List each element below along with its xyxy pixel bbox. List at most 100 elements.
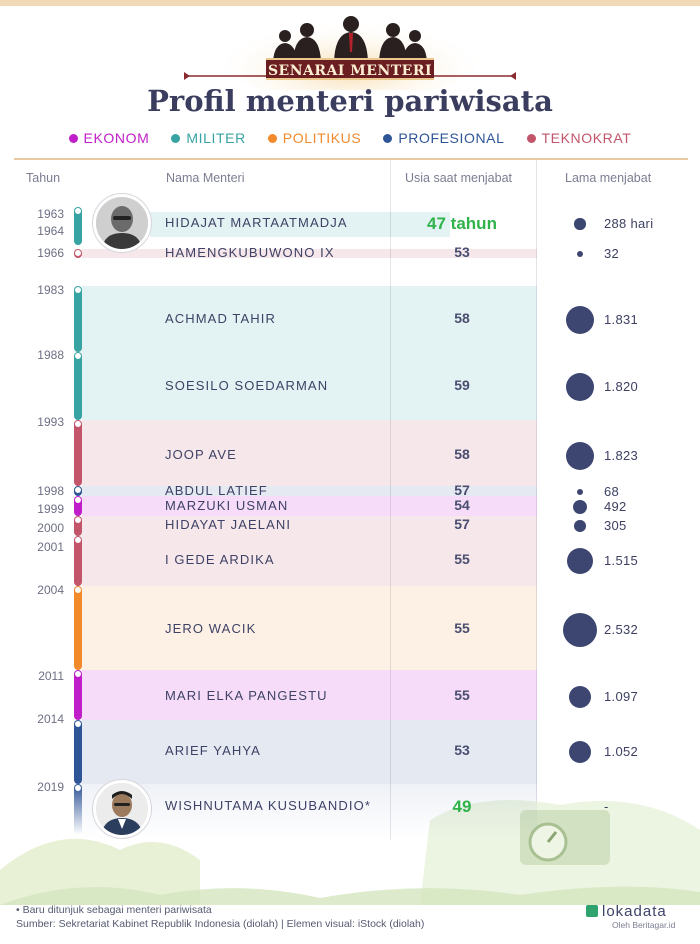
tenure-label: 288 hari [604, 216, 654, 231]
timeline-segment [74, 670, 82, 720]
minister-name: JOOP AVE [165, 447, 237, 462]
minister-name: I GEDE ARDIKA [165, 552, 275, 567]
minister-age: 47 tahun [427, 214, 497, 233]
column-header-year: Tahun [26, 171, 61, 185]
minister-name: JERO WACIK [165, 621, 257, 636]
minister-table: 1963 1964 1966 1983 1988 1993 1998 1999 2000 2001… [37, 207, 654, 840]
minister-name: HIDAYAT JAELANI [165, 517, 292, 532]
category-band [82, 286, 537, 352]
legend-dot-icon [171, 133, 181, 143]
timeline-segment [74, 496, 82, 516]
category-band [82, 670, 537, 720]
category-band [82, 496, 537, 516]
timeline-segment [74, 420, 82, 486]
category-band [82, 784, 537, 840]
legend-item-politikus: POLITIKUS [267, 130, 362, 146]
year-label: 1993 [37, 415, 64, 429]
timeline-node [75, 517, 81, 523]
timeline-node [75, 785, 81, 791]
year-label: 1966 [37, 246, 64, 260]
tenure-bubble [566, 547, 594, 575]
category-band [82, 352, 537, 420]
tenure-bubble [569, 741, 591, 763]
tenure-bubble [577, 489, 583, 495]
tenure-label: 1.052 [604, 744, 639, 759]
category-band [82, 536, 537, 586]
tenure-bubble [572, 499, 588, 515]
tenure-label: 1.515 [604, 553, 639, 568]
tenure-bubble [565, 305, 595, 335]
legend-item-profesional: PROFESIONAL [383, 130, 504, 146]
year-label: 2011 [38, 669, 64, 683]
legend-item-ekonom: EKONOM [68, 130, 150, 146]
timeline-node [75, 353, 81, 359]
minister-age: 53 [454, 742, 470, 758]
tenure-label: - [604, 799, 609, 814]
column-separator [536, 160, 537, 840]
minister-name: ARIEF YAHYA [165, 743, 261, 758]
category-band [82, 249, 537, 258]
timeline-node [75, 421, 81, 427]
year-label: 1999 [37, 502, 64, 516]
minister-name: HAMENGKUBUWONO IX [165, 245, 335, 260]
tenure-bubble [574, 218, 586, 230]
tenure-bubble [563, 613, 597, 647]
year-label: 1963 [37, 207, 64, 221]
category-band [82, 486, 537, 496]
timeline-segment [74, 536, 82, 586]
minister-name: HIDAJAT MARTAATMADJA [165, 215, 348, 230]
timeline-segment [74, 286, 82, 352]
minister-photo-hidajat [93, 194, 151, 252]
minister-name: ACHMAD TAHIR [165, 311, 276, 326]
brand-logo: lokadata [586, 903, 667, 920]
header-illustration: SENARAI MENTERI [0, 0, 700, 90]
timeline-node [75, 537, 81, 543]
legend-dot-icon [267, 133, 277, 143]
legend: EKONOM MILITER POLITIKUS PROFESIONAL TEK… [0, 130, 700, 146]
legend-item-teknokrat: TEKNOKRAT [526, 130, 632, 146]
timeline-node [75, 671, 81, 677]
year-label: 1964 [37, 224, 64, 238]
legend-label: MILITER [186, 130, 246, 146]
tenure-bubble [565, 372, 595, 402]
legend-label: EKONOM [83, 130, 150, 146]
timeline-segment [74, 207, 82, 245]
timeline-node [75, 497, 81, 503]
minister-name: MARI ELKA PANGESTU [165, 688, 328, 703]
year-label: 1988 [37, 348, 64, 362]
year-label: 2014 [37, 712, 64, 726]
tenure-bubble [568, 685, 592, 709]
category-band [82, 420, 537, 486]
tenure-label: 1.831 [604, 312, 639, 327]
minister-name: SOESILO SOEDARMAN [165, 378, 329, 393]
brand-subtitle: Oleh Beritagar.id [612, 920, 676, 930]
legend-dot-icon [68, 133, 78, 143]
legend-label: POLITIKUS [282, 130, 362, 146]
timeline-node [75, 250, 81, 256]
timeline-segment [74, 516, 82, 536]
person-avatar-icon [96, 783, 148, 835]
tenure-label: 1.823 [604, 448, 639, 463]
minister-age: 58 [454, 310, 470, 326]
timeline-node [75, 287, 81, 293]
column-separator [390, 160, 391, 840]
tenure-label: 1.097 [604, 689, 639, 704]
minister-photo-wishnutama [93, 780, 151, 838]
minister-age: 58 [454, 446, 470, 462]
legend-dot-icon [526, 133, 536, 143]
tenure-label: 32 [604, 246, 620, 261]
year-label: 2019 [37, 780, 64, 794]
minister-age: 55 [454, 687, 470, 703]
category-band [82, 586, 537, 670]
category-band [82, 516, 537, 536]
column-header-tenure: Lama menjabat [565, 171, 652, 185]
timeline-segment [74, 352, 82, 420]
minister-name: MARZUKI USMAN [165, 498, 289, 513]
minister-age: 55 [454, 551, 470, 567]
column-header-age: Usia saat menjabat [405, 171, 513, 185]
tenure-bubble [577, 251, 583, 257]
person-avatar-icon [96, 197, 148, 249]
timeline-segment [74, 720, 82, 784]
minister-age: 57 [454, 482, 470, 498]
timeline-node [75, 208, 81, 214]
